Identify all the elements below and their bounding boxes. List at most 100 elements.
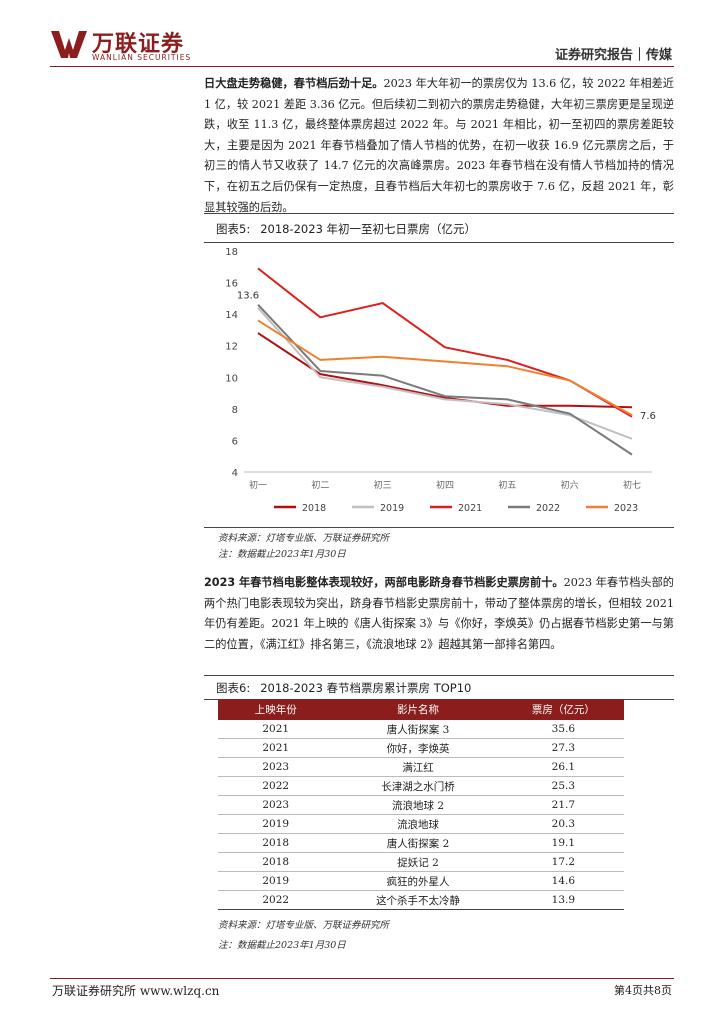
figure6-title: 图表6: 2018-2023 春节档票房累计票房 TOP10 [204, 675, 674, 700]
cell-year: 2021 [218, 720, 334, 739]
figure5-source: 资料来源：灯塔专业版、万联证券研究所 [218, 533, 390, 544]
cell-film: 满江红 [333, 757, 503, 777]
column-header-year: 上映年份 [218, 699, 334, 720]
legend-label: 2018 [302, 503, 326, 514]
table-header-row: 上映年份 影片名称 票房（亿元） [218, 699, 624, 720]
wanlian-logo-icon [51, 31, 87, 58]
data-label: 13.6 [237, 290, 259, 301]
figure6-caption: 2018-2023 春节档票房累计票房 TOP10 [260, 681, 472, 695]
table-row: 2023 流浪地球 2 21.7 [218, 795, 624, 815]
paragraph-lead: 日大盘走势稳健，春节档后劲十足。 [204, 77, 384, 90]
cell-box-office: 21.7 [502, 795, 624, 815]
figure6-note: 注：数据截止2023年1月30日 [218, 940, 346, 951]
series-line-2022 [257, 303, 633, 456]
y-tick-label: 18 [225, 247, 238, 258]
series-line-2018 [257, 332, 633, 409]
x-tick-label: 初三 [374, 479, 392, 491]
paragraph-body: 2023 年春节档头部的两个热门电影表现较为突出，跻身春节档影史票房前十，带动了… [204, 576, 674, 651]
y-tick-label: 10 [225, 373, 238, 384]
page-header: 万联证券 WANLIAN SECURITIES 证券研究报告｜传媒 [0, 0, 724, 68]
paragraph-body: 2023 年大年初一的票房仅为 13.6 亿，较 2022 年相差近 1 亿，较… [204, 77, 674, 214]
column-header-box-office: 票房（亿元） [502, 699, 624, 720]
cell-box-office: 25.3 [502, 776, 624, 796]
figure6-number: 图表6: [216, 681, 251, 695]
column-header-film: 影片名称 [333, 699, 503, 720]
cell-film: 疯狂的外星人 [333, 871, 503, 891]
cell-box-office: 20.3 [502, 814, 624, 834]
table-row: 2018 唐人街探案 2 19.1 [218, 833, 624, 853]
cell-box-office: 27.3 [502, 738, 624, 758]
line-chart: 4 6 8 10 12 14 16 18 初一 初二 初三 初四 初五 初六 初七 13.6 7.6 2018 20… [225, 247, 656, 514]
figure5-caption: 2018-2023 年初一至初七日票房（亿元） [260, 222, 477, 236]
table-row: 2021 唐人街探案 3 35.6 [218, 720, 624, 739]
cell-year: 2019 [218, 871, 334, 891]
series-line-2021 [257, 267, 633, 418]
paragraph-lead: 2023 年春节档电影整体表现较好，两部电影跻身春节档影史票房前十。 [204, 576, 564, 589]
y-tick-label: 16 [225, 279, 238, 290]
page-number: 第4页共8页 [614, 984, 672, 997]
footer-institute: 万联证券研究所 www.wlzq.cn [52, 984, 220, 998]
x-tick-label: 初五 [498, 479, 516, 491]
y-tick-label: 8 [232, 405, 238, 416]
logo-text-cn: 万联证券 [92, 32, 185, 57]
figure5-title: 图表5: 2018-2023 年初一至初七日票房（亿元） [204, 213, 674, 243]
figure6-source: 资料来源：灯塔专业版、万联证券研究所 [218, 920, 390, 931]
header-divider [50, 66, 674, 67]
cell-box-office: 17.2 [502, 852, 624, 872]
series-line-2023 [257, 319, 633, 417]
paragraph-box-office-trend: 日大盘走势稳健，春节档后劲十足。2023 年大年初一的票房仅为 13.6 亿，较… [204, 74, 674, 218]
cell-film: 捉妖记 2 [333, 852, 503, 872]
figure5-note: 注：数据截止2023年1月30日 [218, 549, 346, 560]
cell-year: 2023 [218, 795, 334, 815]
cell-film: 唐人街探案 2 [333, 833, 503, 853]
table-row: 2019 流浪地球 20.3 [218, 814, 624, 834]
x-tick-label: 初四 [436, 479, 454, 491]
footer-divider [50, 978, 674, 979]
cell-box-office: 35.6 [502, 720, 624, 739]
table-row: 2022 这个杀手不太冷静 13.9 [218, 890, 624, 910]
y-tick-label: 12 [225, 342, 238, 353]
cell-year: 2018 [218, 833, 334, 853]
figure5-chart: 4 6 8 10 12 14 16 18 初一 初二 初三 初四 初五 初六 初七 13.6 7.6 2018 20… [204, 243, 674, 525]
table-row: 2019 疯狂的外星人 14.6 [218, 871, 624, 891]
legend-label: 2021 [458, 503, 482, 514]
y-tick-label: 6 [232, 436, 238, 447]
cell-year: 2019 [218, 814, 334, 834]
table-row: 2021 你好，李焕英 27.3 [218, 738, 624, 758]
legend-label: 2023 [614, 503, 638, 514]
legend-label: 2022 [536, 503, 560, 514]
cell-film: 唐人街探案 3 [333, 720, 503, 739]
cell-film: 流浪地球 [333, 814, 503, 834]
cell-film: 你好，李焕英 [333, 738, 503, 758]
x-tick-label: 初七 [623, 479, 641, 491]
cell-year: 2022 [218, 776, 334, 796]
x-tick-label: 初二 [311, 479, 329, 491]
cell-box-office: 19.1 [502, 833, 624, 853]
x-tick-label: 初一 [249, 479, 267, 491]
paragraph-top-films: 2023 年春节档电影整体表现较好，两部电影跻身春节档影史票房前十。2023 年… [204, 573, 674, 655]
cell-year: 2022 [218, 890, 334, 910]
table-row: 2018 捉妖记 2 17.2 [218, 852, 624, 872]
figure5-bottom-rule [204, 527, 674, 528]
report-type: 证券研究报告｜传媒 [554, 48, 672, 63]
figure5-number: 图表5: [216, 222, 251, 236]
cell-box-office: 13.9 [502, 890, 624, 910]
cell-year: 2023 [218, 757, 334, 777]
cell-box-office: 26.1 [502, 757, 624, 777]
series-line-2019 [257, 307, 633, 440]
cell-film: 这个杀手不太冷静 [333, 890, 503, 910]
logo-text-en: WANLIAN SECURITIES [92, 53, 192, 62]
data-label: 7.6 [640, 411, 656, 422]
top10-table: 上映年份 影片名称 票房（亿元） 2021 唐人街探案 3 35.6 2021 你好，李… [218, 699, 624, 910]
table-row: 2023 满江红 26.1 [218, 757, 624, 777]
cell-film: 长津湖之水门桥 [333, 776, 503, 796]
y-tick-label: 14 [225, 310, 238, 321]
table-row: 2022 长津湖之水门桥 25.3 [218, 776, 624, 796]
cell-year: 2021 [218, 738, 334, 758]
y-tick-label: 4 [232, 468, 238, 479]
legend-label: 2019 [380, 503, 404, 514]
cell-year: 2018 [218, 852, 334, 872]
cell-box-office: 14.6 [502, 871, 624, 891]
cell-film: 流浪地球 2 [333, 795, 503, 815]
x-tick-label: 初六 [561, 479, 579, 491]
